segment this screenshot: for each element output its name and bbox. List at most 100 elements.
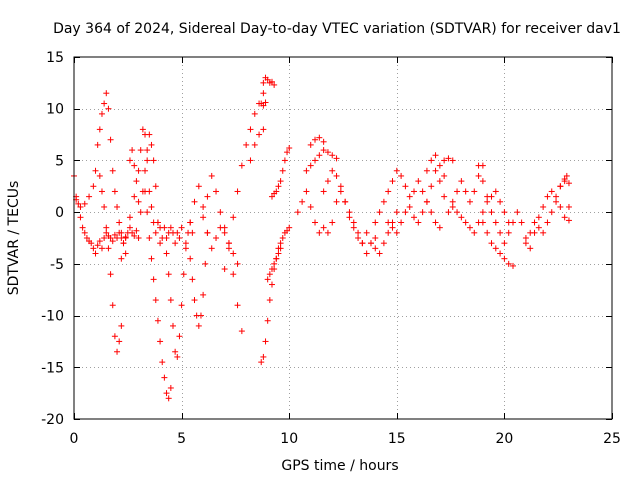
series-trace-t bbox=[307, 134, 327, 148]
data-point bbox=[565, 203, 572, 210]
data-point bbox=[561, 176, 568, 183]
data-point bbox=[105, 245, 112, 252]
data-point bbox=[258, 359, 265, 366]
x-tick-label: 0 bbox=[70, 431, 79, 447]
y-tick-label: -5 bbox=[50, 257, 64, 273]
data-point bbox=[107, 136, 114, 143]
data-point bbox=[92, 167, 99, 174]
data-point bbox=[221, 266, 228, 273]
data-point bbox=[230, 250, 237, 257]
data-point bbox=[275, 250, 282, 257]
series-trace-m bbox=[260, 74, 278, 88]
data-point bbox=[458, 214, 465, 221]
data-point bbox=[268, 281, 275, 288]
data-point bbox=[367, 240, 374, 247]
data-point bbox=[475, 172, 482, 179]
data-point bbox=[389, 178, 396, 185]
data-point bbox=[281, 157, 288, 164]
data-point bbox=[163, 235, 170, 241]
data-point bbox=[454, 188, 461, 195]
data-point bbox=[441, 157, 448, 164]
data-point bbox=[514, 209, 521, 216]
data-point bbox=[176, 333, 183, 340]
data-point bbox=[152, 229, 159, 236]
data-point bbox=[320, 138, 327, 145]
data-point bbox=[118, 229, 125, 236]
data-point bbox=[264, 317, 271, 324]
data-point bbox=[133, 178, 140, 185]
data-point bbox=[419, 188, 426, 195]
data-point bbox=[492, 245, 499, 252]
data-point bbox=[389, 224, 396, 231]
data-point bbox=[449, 157, 456, 164]
data-point bbox=[101, 235, 108, 241]
data-point bbox=[286, 224, 293, 231]
data-point bbox=[247, 157, 254, 164]
data-point bbox=[101, 203, 108, 210]
data-point bbox=[273, 188, 280, 195]
data-point bbox=[251, 141, 258, 148]
data-point bbox=[563, 172, 570, 179]
series-trace-d bbox=[118, 126, 185, 262]
series-trace-b bbox=[73, 90, 129, 257]
data-point bbox=[172, 240, 179, 247]
data-point bbox=[312, 136, 319, 143]
data-point bbox=[234, 188, 241, 195]
grid-lines bbox=[74, 57, 612, 419]
data-point bbox=[471, 229, 478, 236]
data-point bbox=[324, 178, 331, 185]
data-point bbox=[94, 242, 101, 249]
data-point bbox=[277, 178, 284, 185]
data-point bbox=[129, 147, 136, 154]
data-point bbox=[501, 209, 508, 216]
data-point bbox=[137, 147, 144, 154]
data-point bbox=[337, 188, 344, 195]
data-point bbox=[126, 224, 133, 231]
data-point bbox=[154, 317, 161, 324]
data-point bbox=[324, 149, 331, 156]
series-trace-c bbox=[96, 172, 125, 355]
data-point bbox=[182, 245, 189, 252]
data-point bbox=[107, 271, 114, 278]
data-point bbox=[471, 188, 478, 195]
x-tick-label: 20 bbox=[495, 431, 513, 447]
data-point bbox=[135, 198, 142, 205]
data-point bbox=[312, 219, 319, 226]
data-point bbox=[432, 167, 439, 174]
x-axis-label: GPS time / hours bbox=[281, 458, 398, 474]
data-point bbox=[540, 229, 547, 236]
data-point bbox=[172, 348, 179, 355]
data-point bbox=[225, 240, 232, 247]
data-point bbox=[428, 183, 435, 190]
data-point bbox=[441, 172, 448, 179]
data-point bbox=[488, 240, 495, 247]
data-point bbox=[316, 134, 323, 141]
data-point bbox=[262, 338, 269, 345]
data-point bbox=[101, 100, 108, 107]
series-trace-y bbox=[441, 155, 456, 164]
y-tick-labels: -20 -15 -10 -5 0 5 10 15 bbox=[41, 50, 64, 428]
data-point bbox=[479, 209, 486, 216]
data-point bbox=[169, 322, 176, 329]
data-point bbox=[144, 157, 151, 164]
data-point bbox=[208, 172, 215, 179]
data-point bbox=[497, 198, 504, 205]
data-point bbox=[230, 214, 237, 221]
data-point bbox=[380, 198, 387, 205]
data-point bbox=[191, 198, 198, 205]
data-point bbox=[111, 188, 118, 195]
data-point bbox=[96, 126, 103, 133]
data-point bbox=[385, 188, 392, 195]
data-point bbox=[225, 245, 232, 252]
data-point bbox=[284, 227, 291, 234]
data-point bbox=[462, 188, 469, 195]
data-point bbox=[432, 152, 439, 159]
data-point bbox=[411, 188, 418, 195]
data-point bbox=[221, 224, 228, 231]
data-point bbox=[316, 152, 323, 159]
data-point bbox=[144, 147, 151, 154]
data-point bbox=[535, 224, 542, 231]
data-point bbox=[505, 260, 512, 267]
data-point bbox=[372, 219, 379, 226]
data-point bbox=[350, 224, 357, 231]
